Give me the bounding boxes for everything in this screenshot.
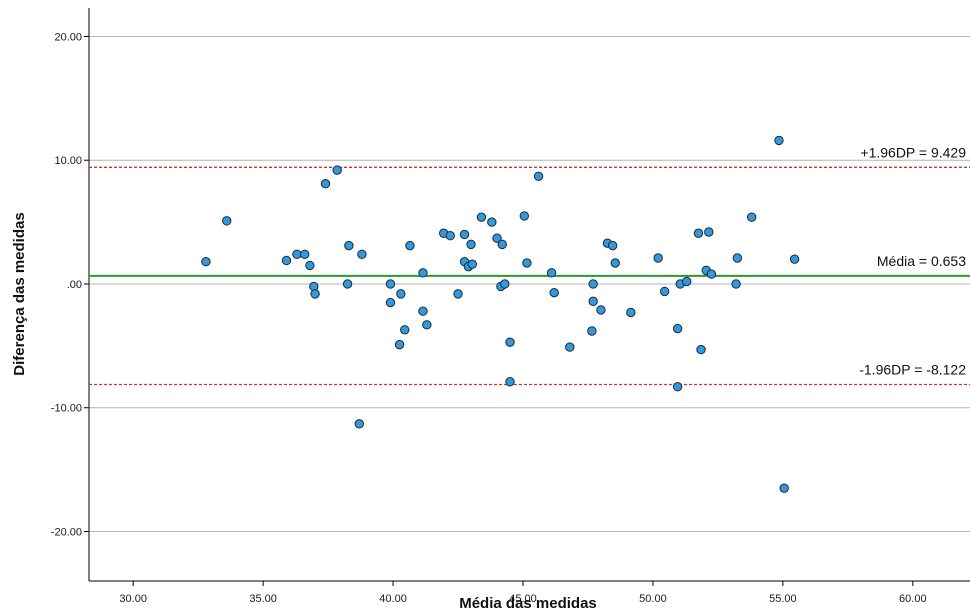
data-point: [394, 339, 405, 350]
data-point: [789, 254, 800, 264]
data-point: [385, 297, 396, 308]
data-point: [459, 229, 470, 240]
data-point: [354, 419, 364, 429]
data-point: [522, 258, 532, 268]
data-point: [588, 296, 598, 307]
y-tick-label: -20.00: [51, 526, 82, 538]
data-point: [476, 212, 487, 222]
data-point: [704, 227, 714, 237]
data-points: [201, 135, 800, 493]
data-point: [549, 287, 559, 298]
data-point: [672, 381, 683, 392]
data-point: [779, 483, 789, 493]
data-point: [610, 258, 620, 268]
data-point: [453, 289, 463, 299]
data-point: [400, 325, 410, 335]
data-point: [732, 253, 743, 263]
data-point: [653, 253, 663, 263]
data-point: [706, 269, 717, 279]
data-point: [505, 377, 515, 387]
data-point: [596, 305, 606, 315]
limit-of-agreement-label: -1.96DP = -8.122: [859, 361, 966, 377]
y-tick-label: .00: [67, 279, 82, 291]
data-point: [746, 212, 757, 222]
y-tick-label: 20.00: [54, 31, 82, 43]
limit-of-agreement-label: +1.96DP = 9.429: [860, 144, 966, 160]
data-point: [344, 240, 354, 251]
data-point: [519, 211, 530, 221]
data-point: [487, 217, 497, 227]
data-point: [357, 249, 367, 259]
data-point: [466, 239, 476, 250]
data-point: [305, 260, 315, 271]
data-point: [281, 255, 292, 266]
data-point: [682, 276, 692, 287]
axes: [88, 8, 970, 582]
x-tick-label: 50.00: [639, 593, 667, 605]
x-tick-label: 45.00: [509, 593, 537, 605]
data-point: [445, 231, 455, 241]
x-tick-label: 40.00: [379, 593, 407, 605]
x-tick-label: 60.00: [899, 593, 927, 605]
data-point: [565, 342, 575, 352]
data-point: [626, 307, 636, 318]
grid-lines: [89, 35, 970, 532]
y-tick-label: -10.00: [51, 403, 82, 415]
data-point: [774, 135, 784, 146]
data-point: [696, 344, 706, 355]
x-axis-title: Média das medidas: [459, 595, 597, 612]
data-point: [418, 268, 428, 278]
data-point: [292, 249, 302, 259]
data-point: [500, 279, 510, 289]
data-point: [587, 326, 597, 336]
data-point: [418, 306, 428, 316]
data-point: [533, 171, 544, 182]
data-point: [332, 165, 342, 175]
data-point: [492, 233, 502, 243]
data-point: [300, 249, 310, 259]
reference-lines: +1.96DP = 9.429 Média = 0.653 -1.96DP = -8…: [89, 144, 970, 386]
data-point: [222, 216, 232, 226]
y-axis-title: Diferença das medidas: [11, 212, 28, 375]
data-point: [396, 289, 406, 299]
data-point: [201, 257, 211, 267]
x-tick-label: 30.00: [119, 593, 147, 605]
y-tick-label: 10.00: [54, 155, 82, 167]
tick-labels: 20.00 10.00 .00 -10.00 -20.00 30.00 35.00 40.00…: [51, 31, 927, 605]
data-point: [607, 240, 618, 251]
data-point: [672, 323, 683, 334]
data-point: [731, 279, 741, 289]
x-tick-label: 35.00: [249, 593, 277, 605]
data-point: [693, 228, 704, 238]
data-point: [659, 286, 670, 297]
data-point: [546, 268, 557, 278]
data-point: [422, 320, 432, 330]
data-point: [467, 259, 478, 269]
x-tick-label: 55.00: [769, 593, 797, 605]
data-point: [385, 279, 396, 289]
data-point: [310, 289, 320, 299]
mean-difference-label: Média = 0.653: [877, 253, 966, 269]
data-point: [505, 337, 515, 347]
data-point: [405, 240, 415, 251]
data-point: [320, 179, 331, 189]
data-point: [342, 279, 353, 289]
data-point: [497, 239, 507, 250]
data-point: [588, 279, 598, 289]
